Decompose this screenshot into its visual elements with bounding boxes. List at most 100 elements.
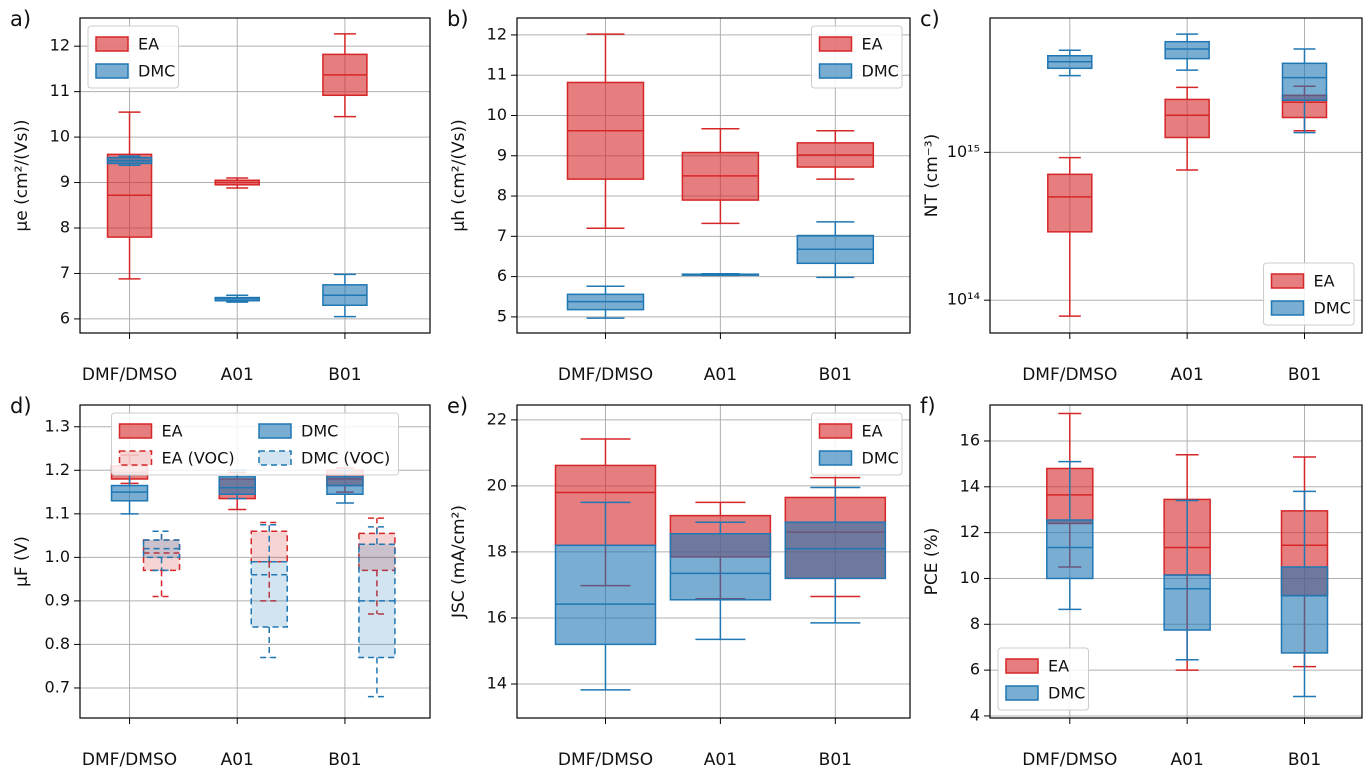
x-tick-label: DMF/DMSO [1022,365,1117,385]
axes-frame [989,404,1363,719]
y-axis-label: PCE (%) [922,528,942,596]
legend-swatch [1270,300,1305,316]
legend-swatch [818,36,853,52]
y-tick-label: 10¹⁴ [947,290,980,309]
panel-label: c) [920,7,940,31]
box [1163,574,1211,631]
x-tick-label: B01 [1288,365,1321,385]
panel-label: b) [447,7,469,31]
legend-label: DMC (VOC) [301,449,390,468]
legend-swatch [258,450,292,466]
legend-swatch [118,450,153,466]
legend-label: EA [862,422,883,441]
legend-swatch [818,423,853,439]
legend-label: DMC [1314,299,1351,318]
x-tick-label: B01 [328,365,361,385]
y-tick-label: 5 [497,306,507,325]
x-tick-label: B01 [1288,750,1321,769]
y-axis-label: μF (V) [12,536,32,587]
y-tick-label: 22 [487,409,507,428]
legend-swatch [1005,658,1039,674]
panel-label: a) [10,7,31,31]
box [1047,173,1093,233]
legend-label: EA [1314,272,1335,291]
y-axis-label: JSC (mA/cm²) [449,505,469,619]
y-tick-label: 10 [487,105,507,124]
y-tick-label: 6 [497,266,507,285]
y-tick-label: 10¹⁵ [947,142,980,161]
y-tick-label: 11 [50,81,70,100]
legend-swatch [95,63,129,79]
y-tick-label: 6 [970,660,980,679]
x-tick-label: A01 [704,750,737,769]
legend-label: EA [162,422,183,441]
legend-frame [111,412,399,476]
legend-swatch [1270,273,1305,289]
box [669,533,772,601]
y-tick-label: 8 [60,218,70,237]
y-tick-label: 12 [50,36,70,55]
x-tick-label: DMF/DMSO [82,365,177,385]
legend-label: DMC [862,62,899,81]
legend-label: EA [1048,657,1069,676]
x-tick-label: B01 [819,750,852,769]
box [1281,62,1328,102]
x-tick-label: DMF/DMSO [558,365,653,385]
legend-label: DMC [301,422,338,441]
box [784,521,887,580]
y-tick-label: 7 [60,263,70,282]
y-tick-label: 6 [60,308,70,327]
panel-label: d) [10,394,32,418]
y-axis-label: μh (cm²/(Vs)) [449,119,469,231]
axes-frame [989,17,1363,334]
axes-frame [79,17,431,334]
y-tick-label: 9 [497,145,507,164]
y-tick-label: 1.2 [45,460,70,479]
y-tick-label: 10 [50,127,70,146]
axes-frame [516,404,911,719]
y-tick-label: 14 [487,673,507,692]
x-tick-label: A01 [221,750,254,769]
legend-swatch [818,63,853,79]
x-tick-label: A01 [221,365,254,385]
legend-label: EA [862,35,883,54]
y-tick-label: 4 [970,705,980,724]
legend-label: EA (VOC) [162,449,235,468]
legend-label: DMC [862,449,899,468]
y-tick-label: 8 [970,614,980,633]
y-tick-label: 16 [960,430,980,449]
box [110,484,149,502]
y-tick-label: 16 [487,607,507,626]
x-tick-label: B01 [328,750,361,769]
axes-frame [516,17,911,334]
y-tick-label: 9 [60,172,70,191]
y-tick-label: 7 [497,226,507,245]
box [1046,519,1094,580]
x-tick-label: DMF/DMSO [82,750,177,769]
y-tick-label: 0.9 [45,590,70,609]
y-tick-label: 1.1 [45,503,70,522]
box [218,476,256,495]
y-tick-label: 12 [487,24,507,43]
y-tick-label: 10 [960,568,980,587]
y-tick-label: 0.8 [45,634,70,653]
y-tick-label: 11 [487,65,507,84]
x-tick-label: A01 [704,365,737,385]
x-tick-label: B01 [819,365,852,385]
x-tick-label: A01 [1171,365,1204,385]
y-tick-label: 12 [960,522,980,541]
legend-label: EA [138,35,159,54]
y-axis-label: μe (cm²/(Vs)) [12,119,32,231]
box [1280,566,1329,654]
x-tick-label: DMF/DMSO [1022,750,1117,769]
y-tick-label: 0.7 [45,677,70,696]
x-tick-label: A01 [1171,750,1204,769]
y-tick-label: 1.3 [45,416,70,435]
legend-label: DMC [1048,684,1085,703]
y-tick-label: 20 [487,475,507,494]
y-axis-label: NT (cm⁻³) [922,134,942,217]
box [1164,40,1210,60]
y-tick-label: 14 [960,476,980,495]
legend-swatch [818,450,853,466]
